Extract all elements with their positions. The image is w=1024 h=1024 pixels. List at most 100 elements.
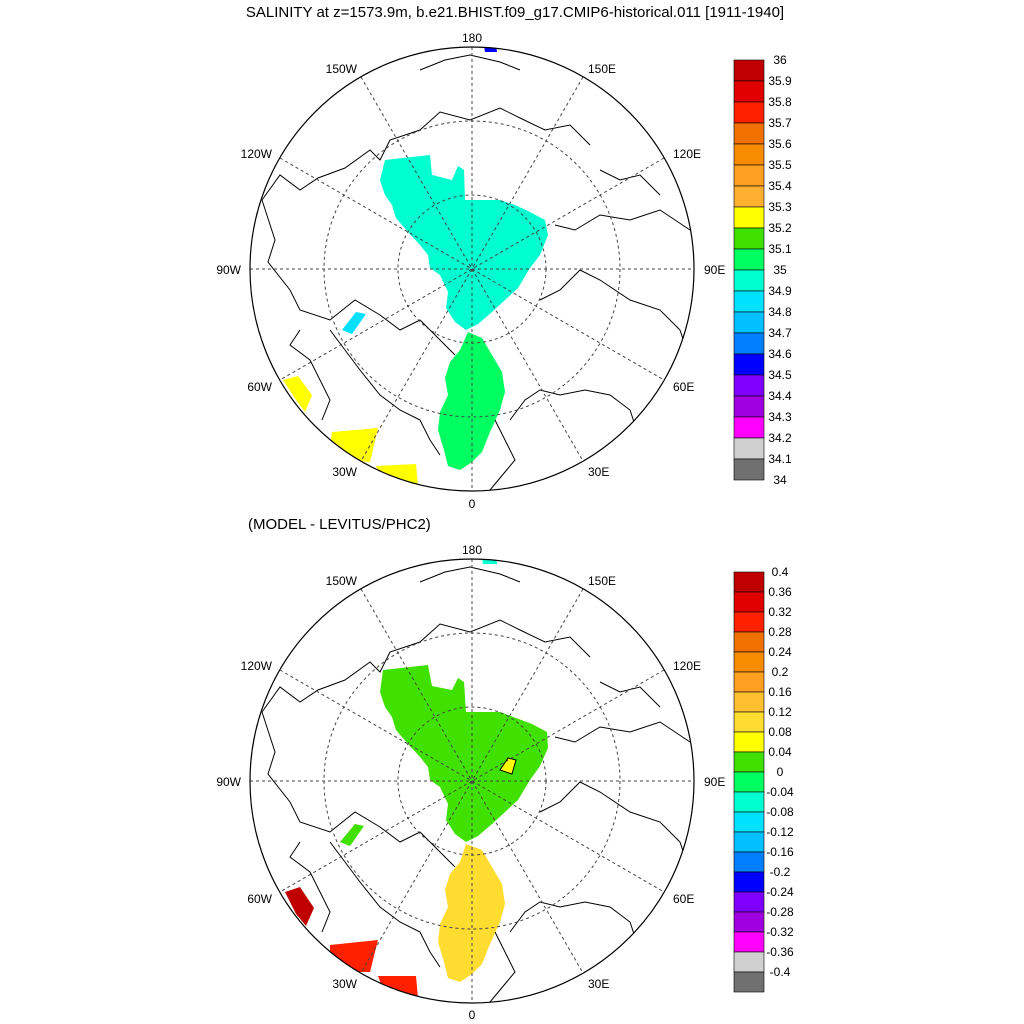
longitude-labels: 180 0 90W 90E 150W 120W 150E 120E 60W 30… — [216, 31, 725, 511]
colorbar-top: 36 35.9 35.8 35.7 35.6 35.5 35.4 35.3 35.2 35.1 35… — [733, 53, 792, 487]
colorbar-top-swatch — [733, 290, 765, 313]
colorbar-top-tick-label: 35.3 — [768, 200, 792, 214]
lon-label-60e: 60E — [673, 892, 694, 906]
colorbar-top-swatch — [733, 269, 765, 292]
lon-label-30e: 30E — [588, 465, 609, 479]
colorbar-top-tick-label: 35.6 — [768, 137, 792, 151]
lon-label-120e: 120E — [673, 147, 701, 161]
lon-label-120e: 120E — [673, 659, 701, 673]
lon-label-150e: 150E — [588, 62, 616, 76]
colorbar-top-tick-label: 35.7 — [768, 116, 792, 130]
colorbar-bottom-tick-label: 0.16 — [768, 685, 792, 699]
colorbar-top-tick-label: 34.8 — [768, 305, 792, 319]
lon-label-30e: 30E — [588, 977, 609, 991]
colorbar-top-swatch — [733, 227, 765, 250]
colorbar-top-swatch — [733, 416, 765, 439]
lon-label-150e: 150E — [588, 574, 616, 588]
irminger-sea-field — [330, 428, 418, 486]
colorbar-bottom-swatch — [733, 951, 765, 973]
colorbar-top-swatch — [733, 248, 765, 271]
colorbar-top-swatch — [733, 395, 765, 418]
lon-label-60e: 60E — [673, 380, 694, 394]
lon-label-150w: 150W — [326, 574, 358, 588]
colorbar-top-tick-label: 35.4 — [768, 179, 792, 193]
colorbar-bottom-tick-label: -0.08 — [766, 805, 794, 819]
top-map: 180 0 90W 90E 150W 120W 150E 120E 60W 30… — [216, 31, 725, 511]
lon-label-30w: 30W — [332, 977, 357, 991]
colorbar-bottom-tick-label: 0.24 — [768, 645, 792, 659]
colorbar-bottom-tick-label: 0.32 — [768, 605, 792, 619]
colorbar-bottom-tick-label: 0.08 — [768, 725, 792, 739]
colorbar-bottom-tick-label: -0.16 — [766, 845, 794, 859]
pacific-spot-field — [484, 47, 497, 52]
map-border-bottom — [249, 558, 695, 1004]
colorbar-top-tick-label: 34.5 — [768, 368, 792, 382]
colorbar-bottom-tick-label: 0.12 — [768, 705, 792, 719]
lon-label-120w: 120W — [241, 147, 273, 161]
colorbar-bottom-swatch — [733, 651, 765, 673]
colorbar-bottom-tick-label: 0.36 — [768, 585, 792, 599]
lon-label-90w: 90W — [216, 263, 241, 277]
lon-label-180: 180 — [462, 31, 482, 45]
colorbar-top-swatch — [733, 80, 765, 103]
colorbar-top-tick-label: 36 — [773, 53, 787, 67]
colorbar-top-tick-label: 34.4 — [768, 389, 792, 403]
colorbar-top-tick-label: 35.9 — [768, 74, 792, 88]
colorbar-top-swatch — [733, 185, 765, 208]
colorbar-bottom-tick-label: 0.4 — [772, 565, 789, 579]
colorbar-top-tick-label: 35.2 — [768, 221, 792, 235]
colorbar-bottom-tick-label: 0 — [777, 765, 784, 779]
lon-label-60w: 60W — [247, 380, 272, 394]
colorbar-top-swatch — [733, 122, 765, 145]
graticule-bottom — [250, 559, 694, 1003]
colorbar-bottom-swatch — [733, 851, 765, 873]
colorbar-bottom-swatch — [733, 751, 765, 773]
graticule — [250, 47, 694, 491]
colorbar-bottom-swatch — [733, 971, 765, 993]
lon-label-0: 0 — [469, 1008, 476, 1022]
labrador-sea-field — [283, 376, 312, 412]
bottom-map: 180 0 90W 90E 150W 120W 150E 120E 60W 30… — [216, 543, 725, 1022]
arctic-basin-field — [380, 155, 548, 330]
colorbar-bottom-swatch — [733, 911, 765, 933]
colorbar-bottom-swatch — [733, 671, 765, 693]
colorbar-bottom-swatch — [733, 811, 765, 833]
colorbar-bottom-swatch — [733, 631, 765, 653]
colorbar-bottom-swatch — [733, 931, 765, 953]
colorbar-bottom: 0.4 0.36 0.32 0.28 0.24 0.2 0.16 0.12 0.08 0.04 0 -… — [733, 565, 794, 993]
colorbar-bottom-tick-label: -0.28 — [766, 905, 794, 919]
difference-subtitle: (MODEL - LEVITUS/PHC2) — [248, 516, 431, 533]
lon-label-0: 0 — [469, 497, 476, 511]
colorbar-bottom-tick-label: -0.04 — [766, 785, 794, 799]
colorbar-bottom-swatch — [733, 611, 765, 633]
colorbar-top-swatch — [733, 458, 765, 481]
colorbar-top-swatch — [733, 143, 765, 166]
arctic-basin-difference-field — [380, 665, 548, 842]
pacific-spot-difference-field — [482, 559, 497, 564]
figure-title: SALINITY at z=1573.9m, b.e21.BHIST.f09_g… — [246, 4, 784, 21]
longitude-labels-bottom: 180 0 90W 90E 150W 120W 150E 120E 60W 30… — [216, 543, 725, 1022]
colorbar-bottom-swatch — [733, 591, 765, 613]
colorbar-bottom-swatch — [733, 731, 765, 753]
colorbar-top-swatch — [733, 332, 765, 355]
colorbar-bottom-swatch — [733, 791, 765, 813]
labrador-sea-difference-field — [285, 887, 314, 926]
colorbar-bottom-swatch — [733, 891, 765, 913]
colorbar-bottom-tick-label: -0.36 — [766, 945, 794, 959]
baffin-bay-difference-field — [340, 824, 364, 846]
lon-label-90e: 90E — [704, 775, 725, 789]
irminger-sea-difference-field — [330, 940, 418, 998]
baffin-bay-field — [342, 312, 366, 334]
colorbar-top-tick-label: 34.6 — [768, 347, 792, 361]
lon-label-90w: 90W — [216, 775, 241, 789]
positive-anomaly-spot — [499, 757, 517, 775]
colorbar-bottom-tick-label: -0.2 — [770, 865, 791, 879]
lon-label-30w: 30W — [332, 465, 357, 479]
coastlines-bottom — [261, 566, 691, 1003]
colorbar-top-swatch — [733, 101, 765, 124]
colorbar-top-tick-label: 34 — [773, 473, 787, 487]
colorbar-top-swatch — [733, 206, 765, 229]
lon-label-60w: 60W — [247, 892, 272, 906]
colorbar-bottom-tick-label: -0.12 — [766, 825, 794, 839]
